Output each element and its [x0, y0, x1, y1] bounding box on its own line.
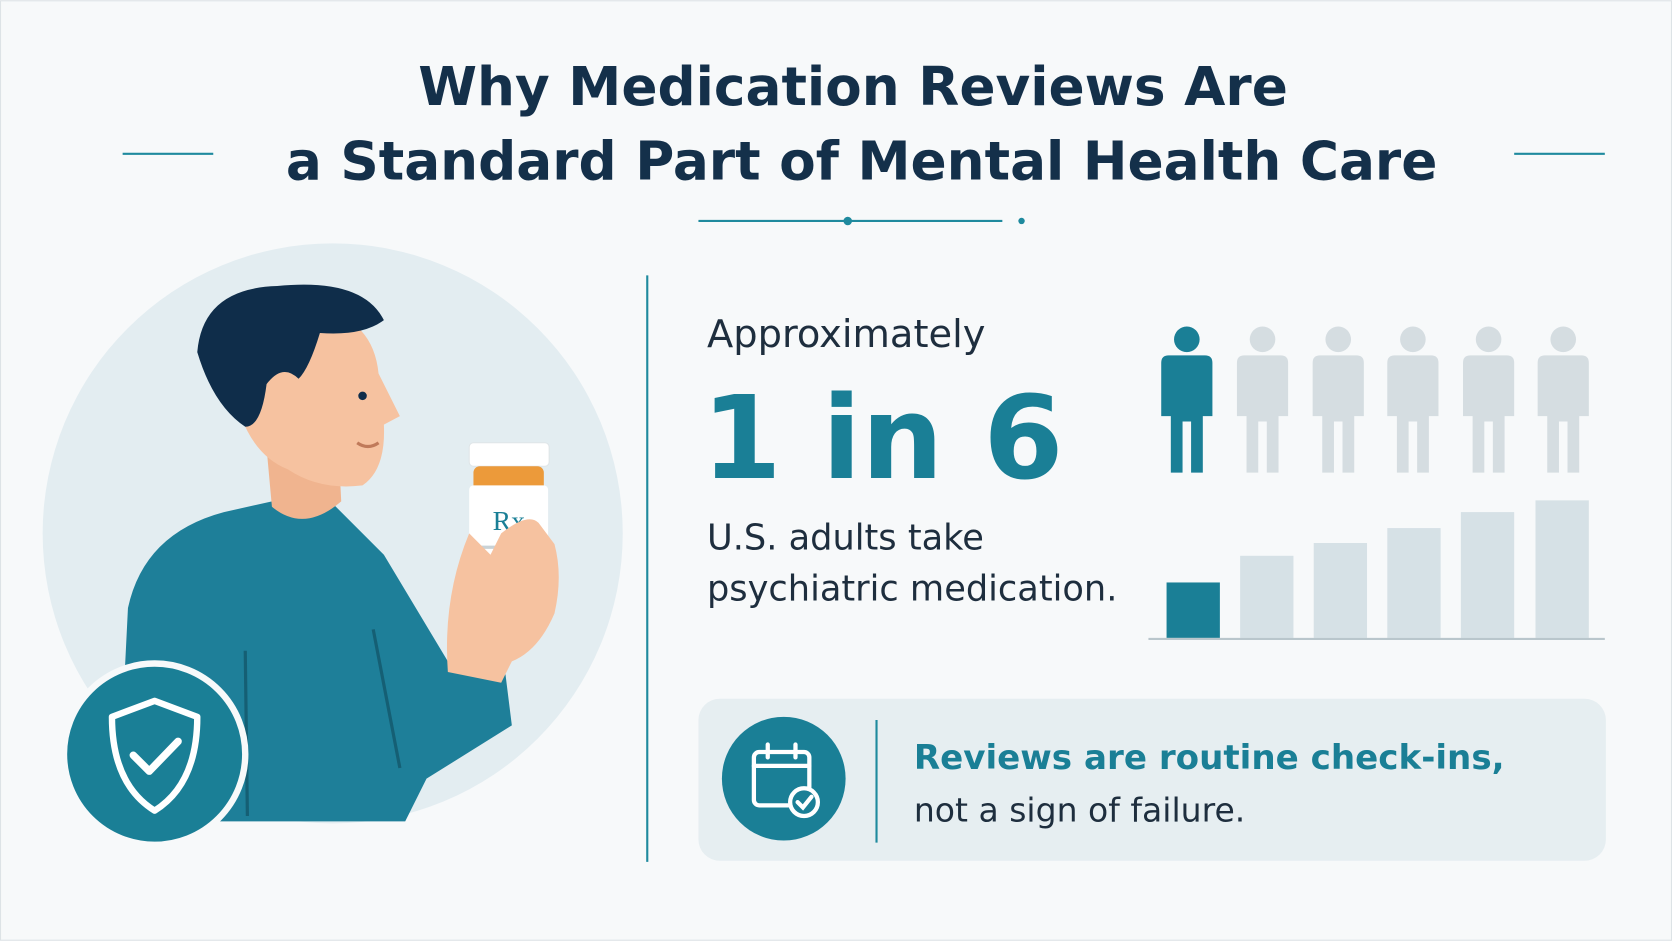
person-body [1463, 355, 1515, 473]
stat-intro: Approximately [707, 312, 986, 357]
shirt-fold [243, 629, 402, 817]
person-head [1325, 326, 1352, 353]
illustration: Rx [42, 243, 623, 848]
callout-text: not a sign of failure. [914, 790, 1245, 829]
bar [1460, 512, 1515, 638]
people-icons [1161, 326, 1589, 473]
check-icon [129, 737, 182, 775]
person-body [1537, 355, 1589, 473]
calendar-badge [721, 716, 846, 841]
stat-figure: 1 in 6 [702, 372, 1064, 506]
smile [356, 441, 380, 449]
calendar-icon [751, 742, 821, 819]
callout-headline: Reviews are routine check-ins, [914, 738, 1505, 778]
person-body [1236, 355, 1289, 473]
person-body [1312, 355, 1364, 473]
stat-description: psychiatric medication. [707, 569, 1117, 610]
person-head [1400, 326, 1426, 353]
eye [358, 391, 367, 401]
bar [1535, 500, 1589, 638]
person-head [1550, 326, 1577, 353]
decorative-bars [1148, 500, 1605, 641]
bar [1166, 582, 1220, 638]
shield-icon [108, 697, 201, 814]
person-body [1387, 355, 1439, 473]
hand [446, 519, 559, 683]
bar [1240, 555, 1294, 638]
divider-dot [1018, 217, 1025, 225]
shield-badge [60, 660, 249, 848]
title-line: a Standard Part of Mental Health Care [286, 130, 1438, 192]
person-body [1161, 355, 1213, 473]
person-head [1475, 326, 1502, 353]
hair [197, 284, 384, 427]
person-head [1174, 326, 1200, 353]
person-head [1249, 326, 1276, 353]
title-line: Why Medication Reviews Are [418, 56, 1288, 118]
divider-dot [843, 216, 852, 226]
stat-description: U.S. adults take [707, 517, 984, 558]
bar [1387, 528, 1441, 638]
callout-box [698, 698, 1606, 861]
bar [1313, 543, 1368, 638]
bottle-cap [468, 442, 550, 467]
